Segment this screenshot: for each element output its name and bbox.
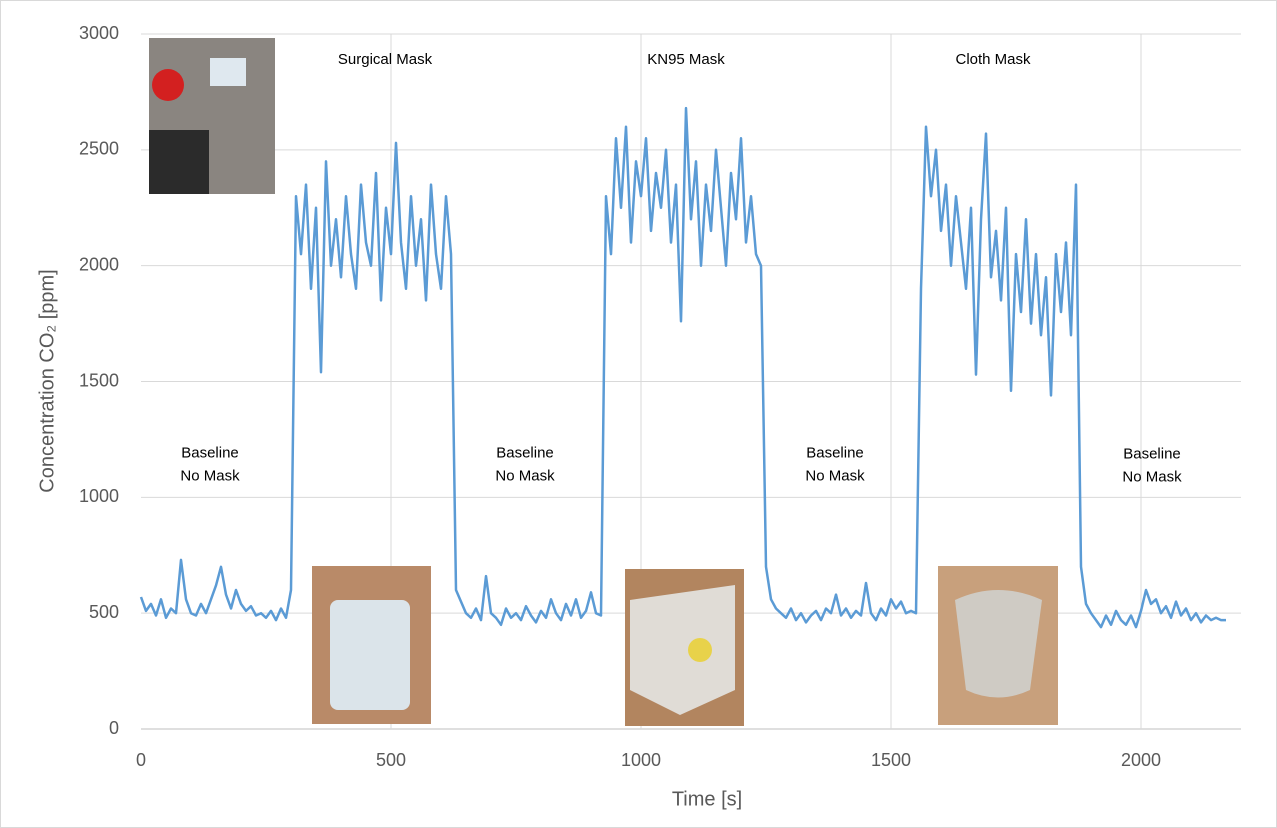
photo-detail [210, 58, 246, 86]
annotation: No Mask [180, 467, 240, 484]
photo-detail [330, 600, 410, 710]
y-tick-label: 2500 [79, 139, 119, 159]
annotation: No Mask [495, 467, 555, 484]
photo-detail [955, 590, 1042, 698]
annotation: Baseline [806, 444, 864, 461]
y-tick-label: 2000 [79, 254, 119, 274]
x-axis-title: Time [s] [672, 788, 742, 810]
photo-detail [630, 585, 735, 715]
data-line [139, 106, 1226, 629]
annotation: Baseline [496, 444, 554, 461]
annotation: KN95 Mask [647, 51, 725, 68]
annotation: Surgical Mask [338, 51, 433, 68]
annotation: Baseline [1123, 445, 1181, 462]
x-tick-label: 500 [376, 750, 406, 770]
y-tick-label: 500 [89, 602, 119, 622]
annotation: Cloth Mask [955, 51, 1031, 68]
photos [149, 38, 1058, 726]
photo-detail [688, 638, 712, 662]
photo-detail [152, 69, 184, 101]
y-tick-label: 1500 [79, 370, 119, 390]
annotation: No Mask [1122, 468, 1182, 485]
y-tick-label: 3000 [79, 23, 119, 43]
y-tick-label: 0 [109, 718, 119, 738]
annotation: No Mask [805, 467, 865, 484]
x-tick-label: 1000 [621, 750, 661, 770]
x-tick-label: 1500 [871, 750, 911, 770]
y-axis-title: Concentration CO₂ [ppm] [36, 269, 58, 492]
photo-detail [149, 130, 209, 194]
x-tick-label: 2000 [1121, 750, 1161, 770]
y-tick-label: 1000 [79, 486, 119, 506]
plot: Baseline No Mask Surgical Mask Baseline No M… [139, 51, 1226, 629]
annotation: Baseline [181, 444, 239, 461]
x-tick-label: 0 [136, 750, 146, 770]
